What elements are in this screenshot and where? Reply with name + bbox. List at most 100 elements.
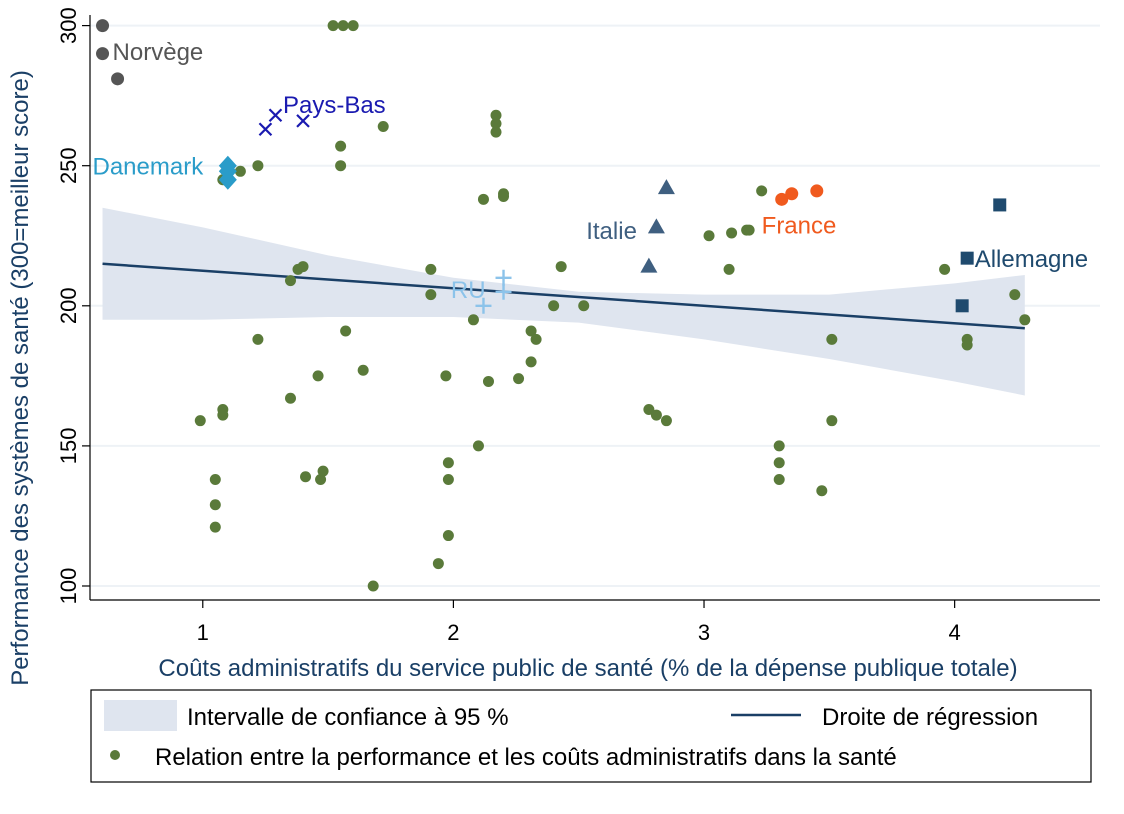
country-point-norvege <box>96 47 110 61</box>
data-point <box>490 118 502 130</box>
data-point <box>425 289 437 301</box>
data-point <box>703 230 715 242</box>
data-point <box>525 325 537 337</box>
legend-ci-label: Intervalle de confiance à 95 % <box>187 704 509 731</box>
confidence-band <box>102 207 1025 396</box>
country-point-norvege <box>111 72 125 86</box>
y-tick-label-150: 150 <box>56 428 81 465</box>
country-point-ru <box>495 269 512 286</box>
data-point <box>234 165 246 177</box>
data-point <box>723 263 735 275</box>
country-point-danemark <box>218 161 237 182</box>
country-label-pays-bas: Pays-Bas <box>283 92 386 119</box>
data-point <box>252 333 264 345</box>
data-point <box>297 261 309 273</box>
data-point <box>284 392 296 404</box>
data-point <box>377 120 389 132</box>
legend-line-label: Droite de régression <box>822 704 1038 731</box>
country-point-allemagne <box>993 198 1007 212</box>
country-label-norvege: Norvège <box>113 39 204 66</box>
data-point <box>773 457 785 469</box>
data-point <box>194 415 206 427</box>
legend-box <box>90 689 1092 783</box>
data-point <box>317 465 329 477</box>
data-point <box>347 20 359 32</box>
country-point-france <box>785 187 799 201</box>
country-point-ru <box>495 283 512 300</box>
data-point <box>327 20 339 32</box>
data-point <box>548 300 560 312</box>
data-point <box>432 558 444 570</box>
data-point <box>467 314 479 326</box>
data-point <box>367 580 379 592</box>
data-point <box>650 409 662 421</box>
country-point-france <box>775 192 789 206</box>
data-point <box>826 415 838 427</box>
country-point-italie <box>640 257 658 273</box>
data-point <box>315 474 327 486</box>
data-point <box>498 191 510 203</box>
country-point-italie <box>657 179 675 195</box>
data-point <box>335 140 347 152</box>
y-tick-label-100: 100 <box>56 568 81 605</box>
data-point <box>1009 289 1021 301</box>
data-point <box>209 474 221 486</box>
data-point <box>312 370 324 382</box>
axes: 100 150 200 250 300 1 2 3 4 <box>56 7 1100 645</box>
data-point <box>340 325 352 337</box>
data-point <box>1019 314 1031 326</box>
country-label-ru: RU <box>451 277 486 304</box>
y-axis-label: Performance des systèmes de santé (300=m… <box>7 70 34 686</box>
data-point <box>357 364 369 376</box>
country-point-allemagne <box>955 299 969 313</box>
regression-line <box>102 262 1025 330</box>
data-point <box>939 263 951 275</box>
y-tick-label-250: 250 <box>56 147 81 184</box>
confidence-band-area <box>102 207 1025 396</box>
data-point <box>816 485 828 497</box>
x-tick-label-4: 4 <box>949 620 961 645</box>
data-point <box>472 440 484 452</box>
data-point <box>826 333 838 345</box>
x-axis-label: Coûts administratifs du service public d… <box>158 655 1017 682</box>
legend-points-label: Relation entre la performance et les coû… <box>155 744 897 771</box>
country-point-italie <box>647 218 665 234</box>
data-point <box>442 474 454 486</box>
data-point <box>217 409 229 421</box>
data-point <box>300 471 312 483</box>
country-label-danemark: Danemark <box>93 154 205 181</box>
data-point <box>578 300 590 312</box>
country-point-ru <box>475 297 492 314</box>
legend-ci-swatch <box>104 700 177 731</box>
data-point <box>530 333 542 345</box>
data-point <box>425 263 437 275</box>
data-point <box>482 375 494 387</box>
x-tick-label-2: 2 <box>447 620 459 645</box>
y-tick-label-300: 300 <box>56 7 81 44</box>
data-point <box>726 227 738 239</box>
data-point <box>773 474 785 486</box>
country-point-allemagne <box>960 251 974 265</box>
data-point <box>555 261 567 273</box>
data-point <box>209 521 221 533</box>
data-point <box>209 499 221 511</box>
data-point <box>284 275 296 287</box>
country-point-norvege <box>96 19 110 33</box>
data-point <box>756 185 768 197</box>
data-point <box>643 403 655 415</box>
legend-points-swatch <box>110 750 120 760</box>
regression-line-path <box>102 262 1025 330</box>
data-point <box>513 373 525 385</box>
data-point <box>442 530 454 542</box>
data-point <box>337 20 349 32</box>
legend: Intervalle de confiance à 95 % Droite de… <box>90 689 1092 783</box>
country-point-pays-bas <box>258 122 273 137</box>
country-markers: Norvège Pays-Bas Danemark Italie RU France All… <box>93 19 1088 314</box>
y-tick-label-200: 200 <box>56 287 81 324</box>
country-label-allemagne: Allemagne <box>975 246 1088 273</box>
country-point-pays-bas <box>268 108 283 123</box>
data-point <box>252 160 264 172</box>
country-point-pays-bas <box>296 114 310 128</box>
data-points <box>194 20 1031 592</box>
